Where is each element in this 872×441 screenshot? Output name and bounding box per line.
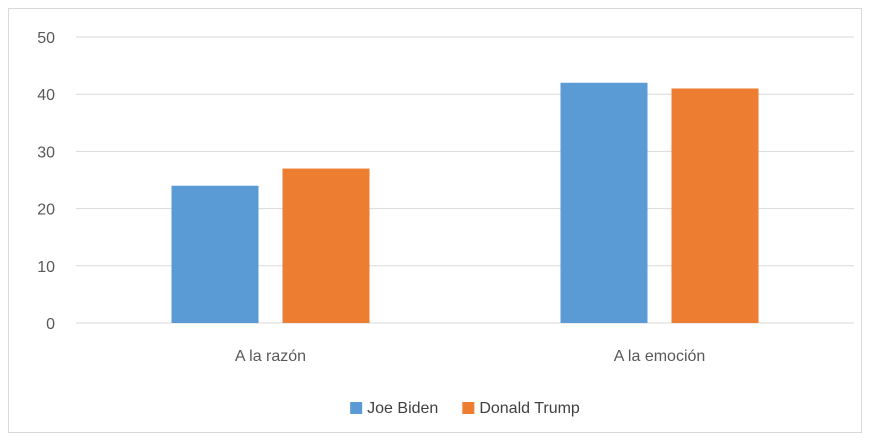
y-tick-label: 40 xyxy=(37,87,55,104)
bars xyxy=(171,82,759,323)
legend-swatch xyxy=(350,402,363,414)
bar-joe-biden-1 xyxy=(560,82,648,323)
y-axis-tick-labels: 0 10 20 30 40 50 xyxy=(37,30,55,333)
x-axis-category-labels: A la razón A la emoción xyxy=(235,348,705,365)
y-tick-label: 0 xyxy=(46,316,55,333)
x-category-label: A la razón xyxy=(235,348,306,365)
legend-swatch xyxy=(462,402,475,414)
y-tick-label: 10 xyxy=(37,259,55,276)
legend-label: Joe Biden xyxy=(367,400,438,417)
bar-joe-biden-0 xyxy=(171,185,259,323)
x-category-label: A la emoción xyxy=(614,348,706,365)
y-tick-label: 50 xyxy=(37,30,55,47)
y-tick-label: 20 xyxy=(37,202,55,219)
y-tick-label: 30 xyxy=(37,144,55,161)
bar-donald-trump-1 xyxy=(671,88,759,323)
legend-label: Donald Trump xyxy=(479,400,580,417)
legend: Joe Biden Donald Trump xyxy=(350,400,580,417)
bar-donald-trump-0 xyxy=(282,168,370,323)
